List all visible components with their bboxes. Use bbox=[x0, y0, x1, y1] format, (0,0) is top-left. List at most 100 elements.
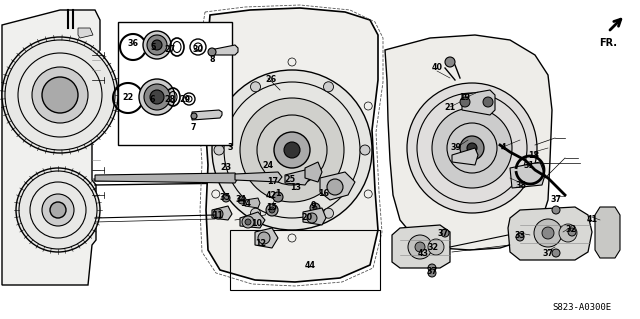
Circle shape bbox=[147, 35, 167, 55]
Circle shape bbox=[273, 192, 283, 202]
Circle shape bbox=[258, 232, 270, 244]
Text: 37: 37 bbox=[438, 229, 449, 239]
Polygon shape bbox=[235, 172, 282, 182]
Text: 22: 22 bbox=[122, 93, 134, 102]
Text: 15: 15 bbox=[266, 204, 278, 212]
Polygon shape bbox=[245, 198, 260, 208]
Text: 24: 24 bbox=[262, 160, 273, 169]
Circle shape bbox=[266, 204, 278, 216]
Polygon shape bbox=[452, 148, 478, 165]
Circle shape bbox=[415, 242, 425, 252]
Circle shape bbox=[191, 113, 197, 119]
Circle shape bbox=[408, 235, 432, 259]
Circle shape bbox=[240, 98, 344, 202]
Circle shape bbox=[534, 219, 562, 247]
Text: 8: 8 bbox=[209, 56, 215, 64]
Text: 32: 32 bbox=[565, 226, 577, 234]
Text: 31: 31 bbox=[524, 161, 534, 170]
Polygon shape bbox=[2, 10, 100, 285]
Text: 38: 38 bbox=[515, 182, 527, 190]
Circle shape bbox=[50, 202, 66, 218]
Circle shape bbox=[327, 179, 343, 195]
Text: 23: 23 bbox=[220, 164, 232, 173]
Circle shape bbox=[32, 67, 88, 123]
Text: S823-A0300E: S823-A0300E bbox=[552, 303, 612, 313]
Text: 11: 11 bbox=[212, 211, 223, 219]
Circle shape bbox=[245, 219, 251, 225]
Circle shape bbox=[460, 97, 470, 107]
Circle shape bbox=[313, 206, 317, 210]
Circle shape bbox=[428, 239, 444, 255]
Circle shape bbox=[460, 136, 484, 160]
Circle shape bbox=[250, 208, 260, 218]
Circle shape bbox=[552, 249, 560, 257]
Circle shape bbox=[242, 216, 254, 228]
Circle shape bbox=[150, 90, 164, 104]
Text: 40: 40 bbox=[431, 63, 442, 72]
Circle shape bbox=[42, 77, 78, 113]
Circle shape bbox=[222, 194, 230, 202]
Polygon shape bbox=[303, 208, 326, 225]
Polygon shape bbox=[462, 90, 495, 115]
Text: 21: 21 bbox=[444, 102, 456, 112]
Circle shape bbox=[323, 208, 333, 218]
Circle shape bbox=[212, 70, 372, 230]
Polygon shape bbox=[320, 172, 355, 200]
Text: 37: 37 bbox=[550, 195, 561, 204]
Text: 33: 33 bbox=[515, 232, 525, 241]
Circle shape bbox=[139, 79, 175, 115]
Polygon shape bbox=[385, 35, 552, 250]
Text: 16: 16 bbox=[319, 189, 330, 198]
Polygon shape bbox=[78, 28, 93, 38]
Text: 5: 5 bbox=[150, 42, 156, 51]
Polygon shape bbox=[212, 206, 232, 220]
Polygon shape bbox=[305, 162, 322, 182]
Circle shape bbox=[407, 83, 537, 213]
Text: 42: 42 bbox=[266, 190, 276, 199]
Polygon shape bbox=[95, 173, 238, 183]
Circle shape bbox=[238, 196, 246, 204]
Polygon shape bbox=[118, 22, 232, 145]
Polygon shape bbox=[240, 212, 265, 228]
Circle shape bbox=[2, 37, 118, 153]
Circle shape bbox=[310, 203, 320, 213]
Text: 30: 30 bbox=[193, 46, 204, 55]
Text: 39: 39 bbox=[451, 144, 461, 152]
Circle shape bbox=[428, 269, 436, 277]
Circle shape bbox=[143, 31, 171, 59]
Circle shape bbox=[42, 194, 74, 226]
Circle shape bbox=[360, 145, 370, 155]
Circle shape bbox=[445, 57, 455, 67]
Polygon shape bbox=[255, 228, 278, 248]
Circle shape bbox=[152, 40, 162, 50]
Text: 29: 29 bbox=[179, 95, 191, 105]
Circle shape bbox=[274, 132, 310, 168]
Polygon shape bbox=[210, 45, 238, 55]
Text: 18: 18 bbox=[529, 151, 540, 160]
Circle shape bbox=[284, 142, 300, 158]
Text: 32: 32 bbox=[428, 242, 438, 251]
Circle shape bbox=[250, 82, 260, 92]
Circle shape bbox=[432, 108, 512, 188]
Text: 9: 9 bbox=[310, 202, 316, 211]
Circle shape bbox=[552, 206, 560, 214]
Polygon shape bbox=[192, 110, 222, 120]
Text: 43: 43 bbox=[417, 249, 429, 257]
Circle shape bbox=[516, 233, 524, 241]
Polygon shape bbox=[595, 207, 620, 258]
Circle shape bbox=[559, 224, 577, 242]
Text: 12: 12 bbox=[255, 240, 267, 249]
Circle shape bbox=[542, 227, 554, 239]
Text: 6: 6 bbox=[149, 95, 155, 105]
Text: 7: 7 bbox=[190, 122, 196, 131]
Text: 20: 20 bbox=[301, 212, 312, 221]
Text: 17: 17 bbox=[268, 176, 278, 186]
Text: 37: 37 bbox=[426, 266, 438, 276]
Text: 44: 44 bbox=[305, 261, 316, 270]
Text: 25: 25 bbox=[284, 175, 296, 184]
Text: 10: 10 bbox=[252, 219, 262, 228]
Text: 1: 1 bbox=[275, 189, 281, 198]
Circle shape bbox=[269, 207, 275, 213]
Circle shape bbox=[214, 145, 224, 155]
Text: 36: 36 bbox=[127, 39, 138, 48]
